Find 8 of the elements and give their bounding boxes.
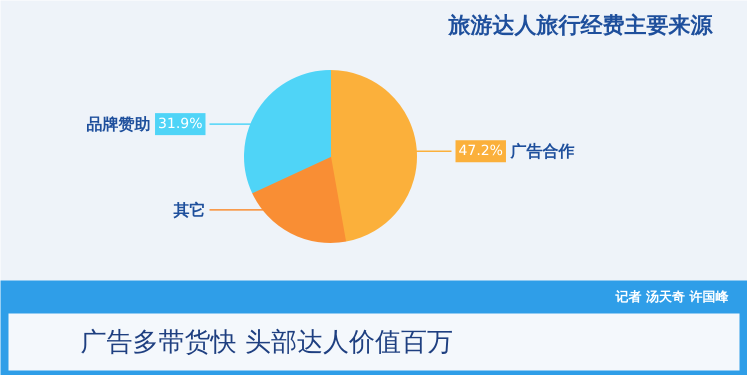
text: 广告多带货快 头部达人价值百万	[80, 328, 453, 358]
legend-label: 广告合作	[510, 142, 574, 161]
chart-title: 旅游达人旅行经费主要来源	[448, 12, 714, 38]
data-label: 47.2%	[458, 143, 503, 160]
slice-label: 其它	[172, 200, 206, 220]
text: 记者 汤天奇 许国峰	[614, 290, 730, 305]
slice-label: 品牌赞助	[86, 114, 150, 134]
data-label: 31.9%	[158, 116, 203, 132]
